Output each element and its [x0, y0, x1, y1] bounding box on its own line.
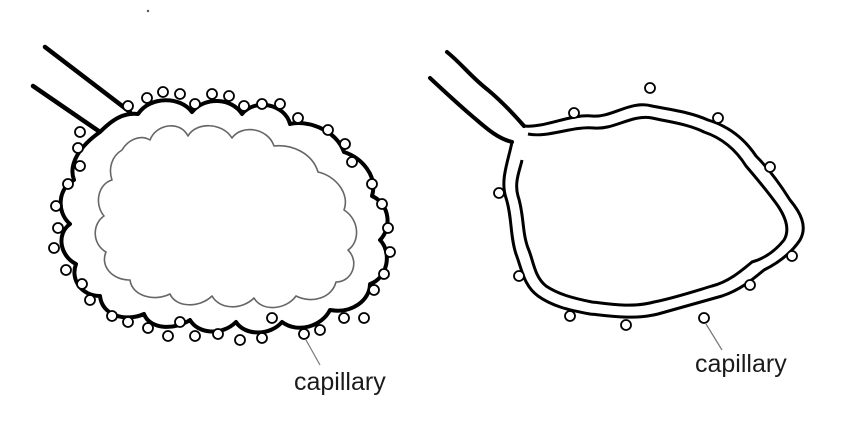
- capillary-dot: [620, 319, 632, 331]
- capillary-dot: [338, 312, 350, 324]
- capillary-dot: [322, 124, 334, 136]
- stray-dot: [146, 9, 150, 13]
- capillary-dot: [212, 328, 224, 340]
- capillary-dot: [764, 161, 776, 173]
- left-airway-wall-lower: [30, 83, 103, 135]
- capillary-dot: [174, 88, 186, 100]
- right-capillary-leader-line: [705, 323, 723, 351]
- capillary-dot: [368, 284, 380, 296]
- capillary-dot: [48, 242, 60, 254]
- capillary-dot: [346, 156, 358, 168]
- right-alveolus-outer-wall: [502, 103, 805, 319]
- capillary-dot: [206, 88, 218, 100]
- capillary-dot: [698, 312, 710, 324]
- damaged-alveolus: [428, 50, 805, 351]
- left-alveolus-inner-wall: [94, 124, 358, 309]
- capillary-dot: [493, 187, 505, 199]
- capillary-dot: [266, 312, 278, 324]
- capillary-dot: [298, 328, 310, 340]
- capillary-dot: [378, 268, 390, 280]
- capillary-dot: [568, 107, 580, 119]
- capillary-dot: [744, 279, 756, 291]
- right-airway-wall-lower: [428, 76, 514, 144]
- capillary-dot: [74, 126, 86, 138]
- left-capillaries: [48, 86, 396, 346]
- capillary-dot: [234, 334, 246, 346]
- capillary-dot: [189, 330, 201, 342]
- capillary-dot: [84, 294, 96, 306]
- capillary-dot: [256, 332, 268, 344]
- right-alveolus-inner-wall: [515, 115, 789, 307]
- healthy-alveolus: [30, 44, 396, 366]
- capillary-dot: [50, 200, 62, 212]
- left-capillary-leader-line: [305, 339, 321, 366]
- capillary-dot: [189, 98, 201, 110]
- capillary-dot: [382, 222, 394, 234]
- capillary-dot: [106, 310, 118, 322]
- capillary-dot: [122, 100, 134, 112]
- capillary-dot: [141, 92, 153, 104]
- capillary-dot: [122, 316, 134, 328]
- right-capillary-label: capillary: [695, 350, 787, 378]
- right-airway-wall-upper: [445, 50, 526, 128]
- capillary-dot: [223, 90, 235, 102]
- capillary-dot: [256, 98, 268, 110]
- left-alveolus-outer-wall: [58, 98, 390, 335]
- capillary-dot: [274, 98, 286, 110]
- capillary-dot: [142, 322, 154, 334]
- capillary-dot: [366, 178, 378, 190]
- left-capillary-label: capillary: [294, 368, 386, 396]
- capillary-dot: [644, 82, 656, 94]
- capillary-dot: [52, 222, 64, 234]
- capillary-dot: [292, 112, 304, 124]
- capillary-dot: [314, 324, 326, 336]
- capillary-dot: [157, 86, 169, 98]
- capillary-dot: [238, 100, 250, 112]
- capillary-dot: [62, 178, 74, 190]
- capillary-dot: [786, 250, 798, 262]
- capillary-dot: [162, 330, 174, 342]
- capillary-dot: [513, 270, 525, 282]
- capillary-dot: [339, 138, 351, 150]
- capillary-dot: [174, 316, 186, 328]
- right-capillaries: [493, 82, 798, 331]
- left-airway-wall-upper: [42, 44, 133, 115]
- capillary-dot: [712, 112, 724, 124]
- capillary-dot: [358, 312, 370, 324]
- capillary-dot: [384, 246, 396, 258]
- capillary-dot: [60, 264, 72, 276]
- capillary-dot: [76, 278, 88, 290]
- capillary-dot: [74, 160, 86, 172]
- capillary-dot: [376, 198, 388, 210]
- capillary-dot: [564, 310, 576, 322]
- capillary-dot: [72, 142, 84, 154]
